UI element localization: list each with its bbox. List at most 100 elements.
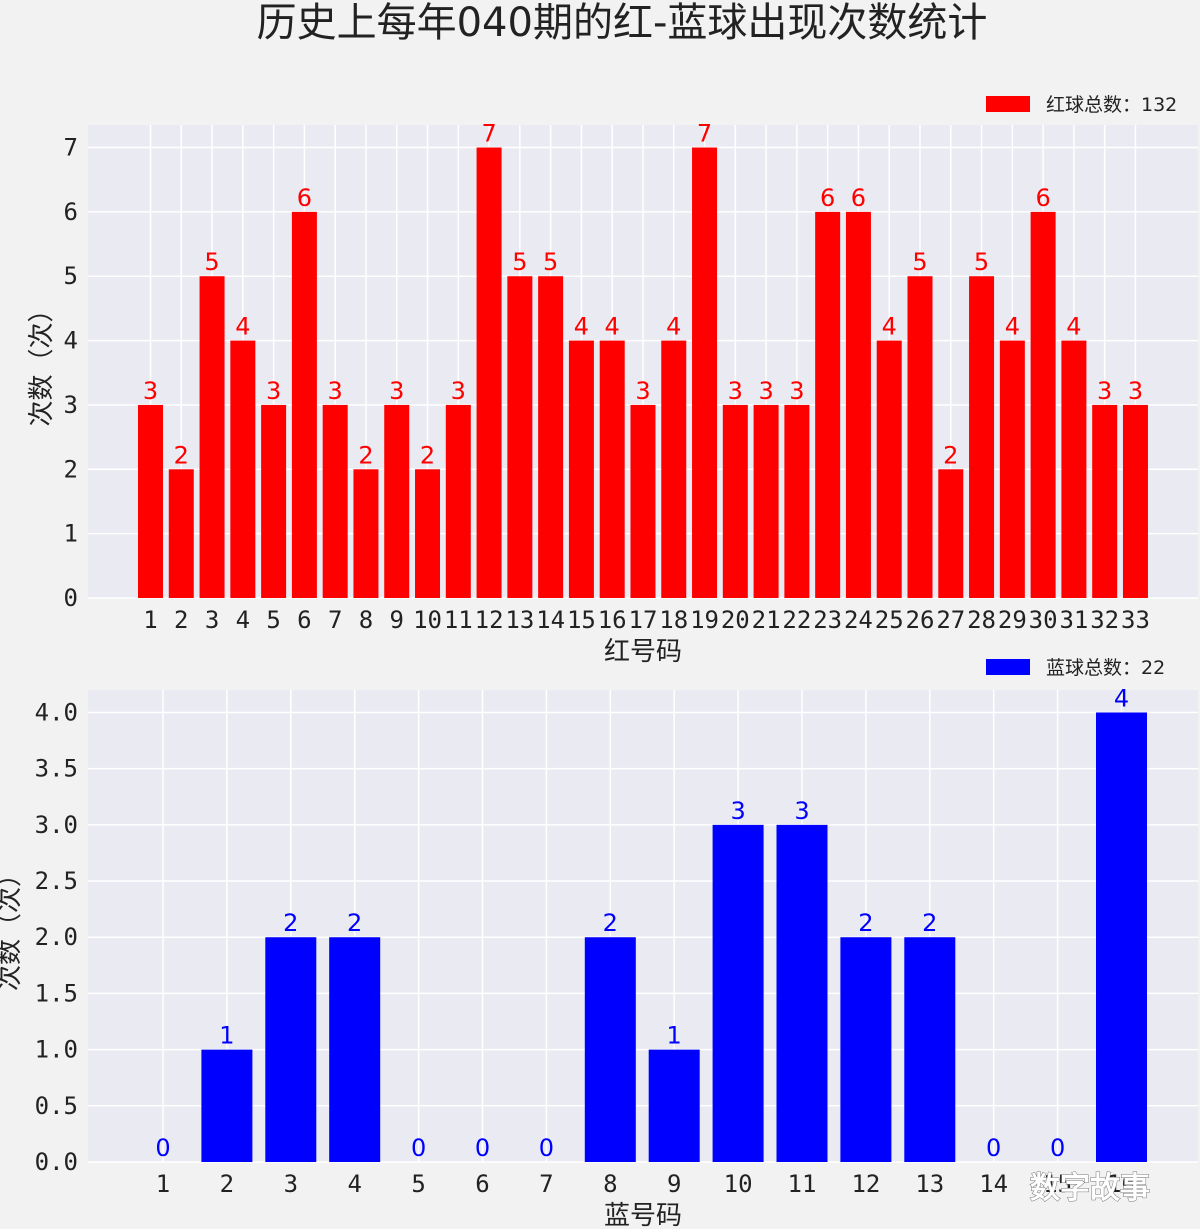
bar <box>1122 404 1148 598</box>
bar <box>201 1049 253 1162</box>
data-label: 3 <box>789 377 804 405</box>
y-tick-label: 3.5 <box>35 755 78 783</box>
x-tick-label: 17 <box>629 606 658 634</box>
data-label: 2 <box>858 909 873 937</box>
data-label: 4 <box>1066 313 1081 341</box>
data-label: 4 <box>1114 684 1129 712</box>
bar <box>661 340 687 598</box>
bar <box>538 276 564 598</box>
bar <box>776 824 828 1162</box>
x-tick-label: 7 <box>539 1170 553 1198</box>
y-tick-label: 1.0 <box>35 1036 78 1064</box>
y-tick-label: 0.5 <box>35 1092 78 1120</box>
x-tick-label: 7 <box>328 606 342 634</box>
data-label: 4 <box>666 313 681 341</box>
data-label: 5 <box>974 248 989 276</box>
data-label: 2 <box>603 909 618 937</box>
data-label: 2 <box>420 441 435 469</box>
bar <box>630 404 656 598</box>
legend-label: 蓝球总数：22 <box>1046 657 1165 679</box>
data-label: 3 <box>758 377 773 405</box>
bar <box>599 340 625 598</box>
data-label: 3 <box>389 377 404 405</box>
y-tick-label: 4 <box>64 327 78 355</box>
y-tick-label: 6 <box>64 198 78 226</box>
data-label: 5 <box>204 248 219 276</box>
bar <box>876 340 902 598</box>
y-tick-label: 0.0 <box>35 1148 78 1176</box>
data-label: 3 <box>728 377 743 405</box>
legend-swatch <box>986 659 1030 675</box>
data-label: 4 <box>235 313 250 341</box>
y-tick-label: 7 <box>64 134 78 162</box>
x-tick-label: 15 <box>567 606 596 634</box>
y-axis-label: 次数（次） <box>27 296 57 426</box>
bar <box>1096 712 1147 1162</box>
bar <box>712 824 764 1162</box>
bar <box>199 276 225 598</box>
x-tick-label: 12 <box>475 606 504 634</box>
x-tick-label: 12 <box>851 1170 880 1198</box>
y-tick-label: 3.0 <box>35 811 78 839</box>
data-label: 6 <box>820 184 835 212</box>
x-tick-label: 4 <box>347 1170 361 1198</box>
x-tick-label: 33 <box>1121 606 1150 634</box>
bar <box>384 404 410 598</box>
x-tick-label: 9 <box>667 1170 681 1198</box>
data-label: 3 <box>143 377 158 405</box>
bar <box>230 340 256 598</box>
data-label: 2 <box>943 441 958 469</box>
data-label: 3 <box>1097 377 1112 405</box>
data-label: 2 <box>283 909 298 937</box>
data-label: 6 <box>297 184 312 212</box>
bar <box>291 211 317 598</box>
x-tick-label: 14 <box>979 1170 1008 1198</box>
x-tick-label: 19 <box>690 606 719 634</box>
bar <box>999 340 1025 598</box>
x-tick-label: 15 <box>1043 1170 1072 1198</box>
bar <box>1030 211 1056 598</box>
x-tick-label: 32 <box>1090 606 1119 634</box>
data-label: 0 <box>475 1134 490 1162</box>
x-tick-label: 16 <box>598 606 627 634</box>
bar <box>938 469 964 598</box>
data-label: 4 <box>882 313 897 341</box>
bar <box>1092 404 1118 598</box>
y-tick-label: 3 <box>64 391 78 419</box>
bar <box>568 340 594 598</box>
x-tick-label: 8 <box>603 1170 617 1198</box>
data-label: 6 <box>851 184 866 212</box>
data-label: 2 <box>347 909 362 937</box>
y-tick-label: 4.0 <box>35 698 78 726</box>
bar <box>722 404 748 598</box>
bar <box>476 147 502 598</box>
data-label: 3 <box>266 377 281 405</box>
y-tick-label: 2.0 <box>35 923 78 951</box>
data-label: 2 <box>358 441 373 469</box>
y-tick-label: 2 <box>64 455 78 483</box>
x-tick-label: 5 <box>411 1170 425 1198</box>
x-tick-label: 2 <box>220 1170 234 1198</box>
bar <box>261 404 287 598</box>
bar <box>265 937 317 1162</box>
data-label: 2 <box>922 909 937 937</box>
bar <box>415 469 441 598</box>
data-label: 0 <box>986 1134 1001 1162</box>
red-ball-chart: 0123456731225344356637283921031171251351… <box>27 94 1198 667</box>
x-tick-label: 3 <box>205 606 219 634</box>
watermark-text: 数字故事 <box>1030 1171 1150 1206</box>
x-tick-label: 3 <box>284 1170 298 1198</box>
chart-title: 历史上每年040期的红-蓝球出现次数统计 <box>257 0 988 46</box>
bar <box>445 404 471 598</box>
data-label: 2 <box>174 441 189 469</box>
x-tick-label: 5 <box>266 606 280 634</box>
x-tick-label: 4 <box>236 606 250 634</box>
x-tick-label: 29 <box>998 606 1027 634</box>
x-tick-label: 10 <box>724 1170 753 1198</box>
data-label: 5 <box>512 248 527 276</box>
bar <box>904 937 956 1162</box>
y-tick-label: 1 <box>64 520 78 548</box>
data-label: 0 <box>539 1134 554 1162</box>
x-tick-label: 18 <box>659 606 688 634</box>
